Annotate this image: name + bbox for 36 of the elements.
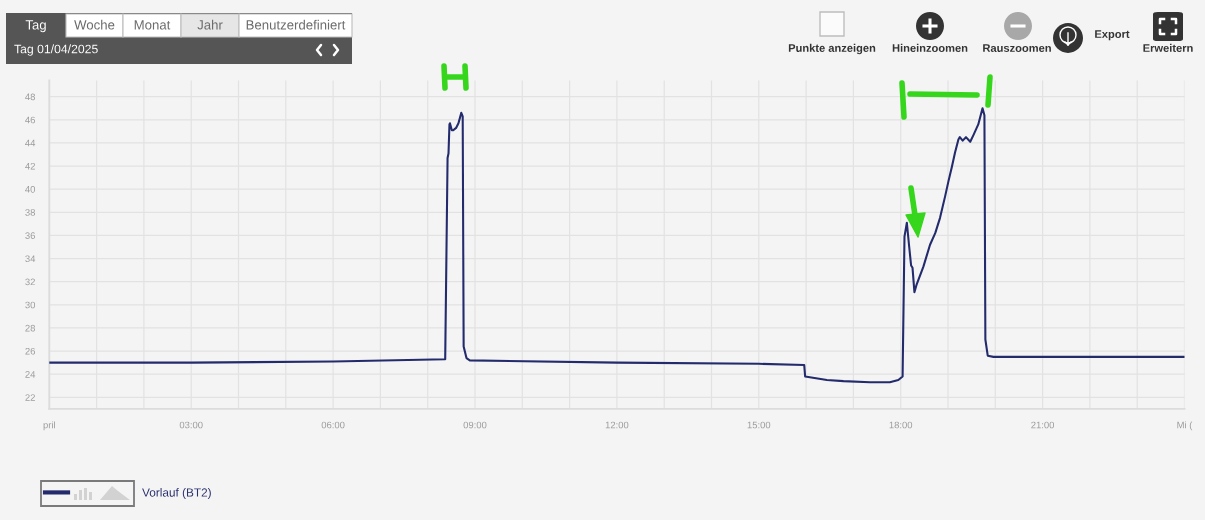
x-tick-label: 21:00 (1031, 421, 1055, 429)
text: Jahr (197, 19, 223, 30)
y-tick-label: 36 (25, 232, 35, 239)
y-tick-label: 42 (25, 162, 35, 170)
y-tick-label: 24 (25, 371, 36, 378)
x-tick-label: 06:00 (321, 421, 345, 429)
text: Woche (74, 19, 115, 30)
y-tick-label: 22 (25, 394, 35, 401)
y-tick-label: 46 (25, 116, 35, 124)
x-tick-label: 15:00 (747, 421, 771, 429)
y-tick-label: 30 (25, 301, 36, 309)
text: Hineinzoomen (892, 43, 968, 52)
x-tick-label: 18:00 (889, 421, 913, 429)
text: Tag 01/04/2025 (14, 44, 98, 56)
x-tick-label: 12:00 (605, 421, 629, 429)
y-tick-label: 34 (25, 255, 36, 263)
y-tick-label: 28 (25, 324, 35, 332)
text: Tag (25, 20, 46, 33)
line-series (49, 107, 1185, 384)
y-tick-label: 40 (25, 186, 36, 193)
text: Rauszoomen (983, 44, 1051, 52)
text: Punkte anzeigen (788, 43, 876, 55)
x-tick-label: 03:00 (179, 421, 203, 429)
y-tick-label: 38 (25, 209, 35, 216)
text: Benutzerdefiniert (246, 19, 346, 30)
y-tick-label: 32 (25, 278, 35, 286)
x-tick-label: pril (43, 421, 55, 431)
text: Monat (134, 20, 171, 30)
x-tick-label: Mi ( (1177, 421, 1193, 431)
y-tick-label: 26 (25, 347, 35, 355)
y-tick-label: 48 (25, 93, 35, 101)
text: Erweitern (1143, 43, 1193, 52)
y-tick-label: 44 (25, 139, 36, 147)
text: Export (1095, 30, 1130, 41)
x-tick-label: 09:00 (463, 421, 487, 429)
text: Vorlauf (BT2) (142, 488, 211, 499)
